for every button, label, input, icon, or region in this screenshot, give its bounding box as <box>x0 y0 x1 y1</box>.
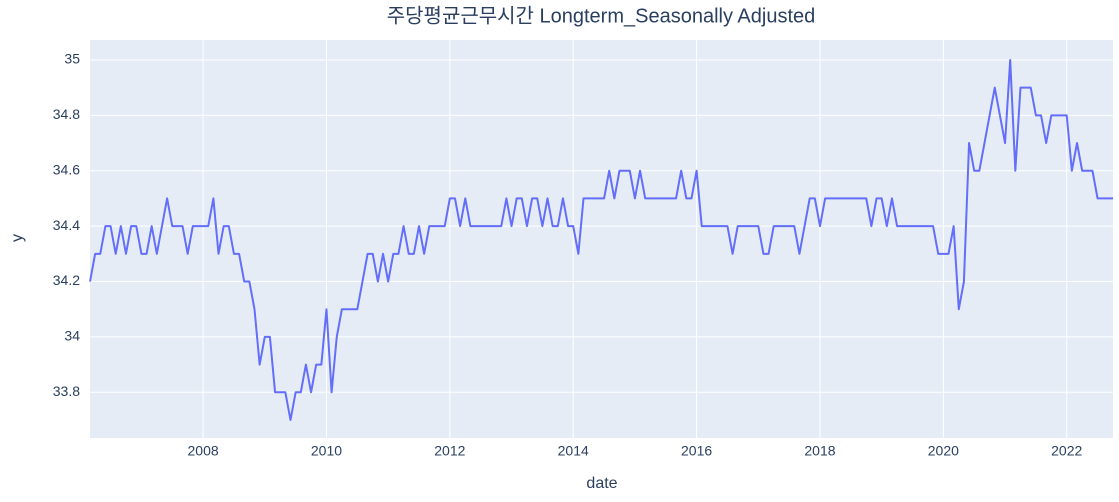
x-tick-label: 2012 <box>434 443 465 459</box>
y-tick-label: 34 <box>64 328 80 344</box>
y-tick-label: 34.2 <box>53 272 80 288</box>
x-tick-label: 2022 <box>1051 443 1082 459</box>
x-tick-label: 2010 <box>311 443 342 459</box>
data-line <box>89 58 1113 421</box>
x-axis-title: date <box>586 475 617 492</box>
chart-title: 주당평균근무시간 Longterm_Seasonally Adjusted <box>387 4 816 27</box>
x-tick-label: 2016 <box>681 443 712 459</box>
x-tick-label: 2008 <box>188 443 219 459</box>
y-tick-label: 35 <box>64 51 80 67</box>
labels: 33.8 34 34.2 34.4 34.6 34.8 35 2008 2010 2012 2014… <box>53 51 1083 459</box>
grid <box>90 40 1113 438</box>
marks <box>89 58 1113 421</box>
x-tick-label: 2014 <box>558 443 589 459</box>
y-tick-label: 33.8 <box>53 383 80 399</box>
y-tick-label: 34.4 <box>53 217 80 233</box>
x-tick-label: 2018 <box>804 443 835 459</box>
y-tick-label: 34.8 <box>53 106 80 122</box>
plot-area <box>90 40 1113 438</box>
x-tick-label: 2020 <box>928 443 959 459</box>
y-tick-label: 34.6 <box>53 161 80 177</box>
y-axis-title: y <box>9 234 26 242</box>
